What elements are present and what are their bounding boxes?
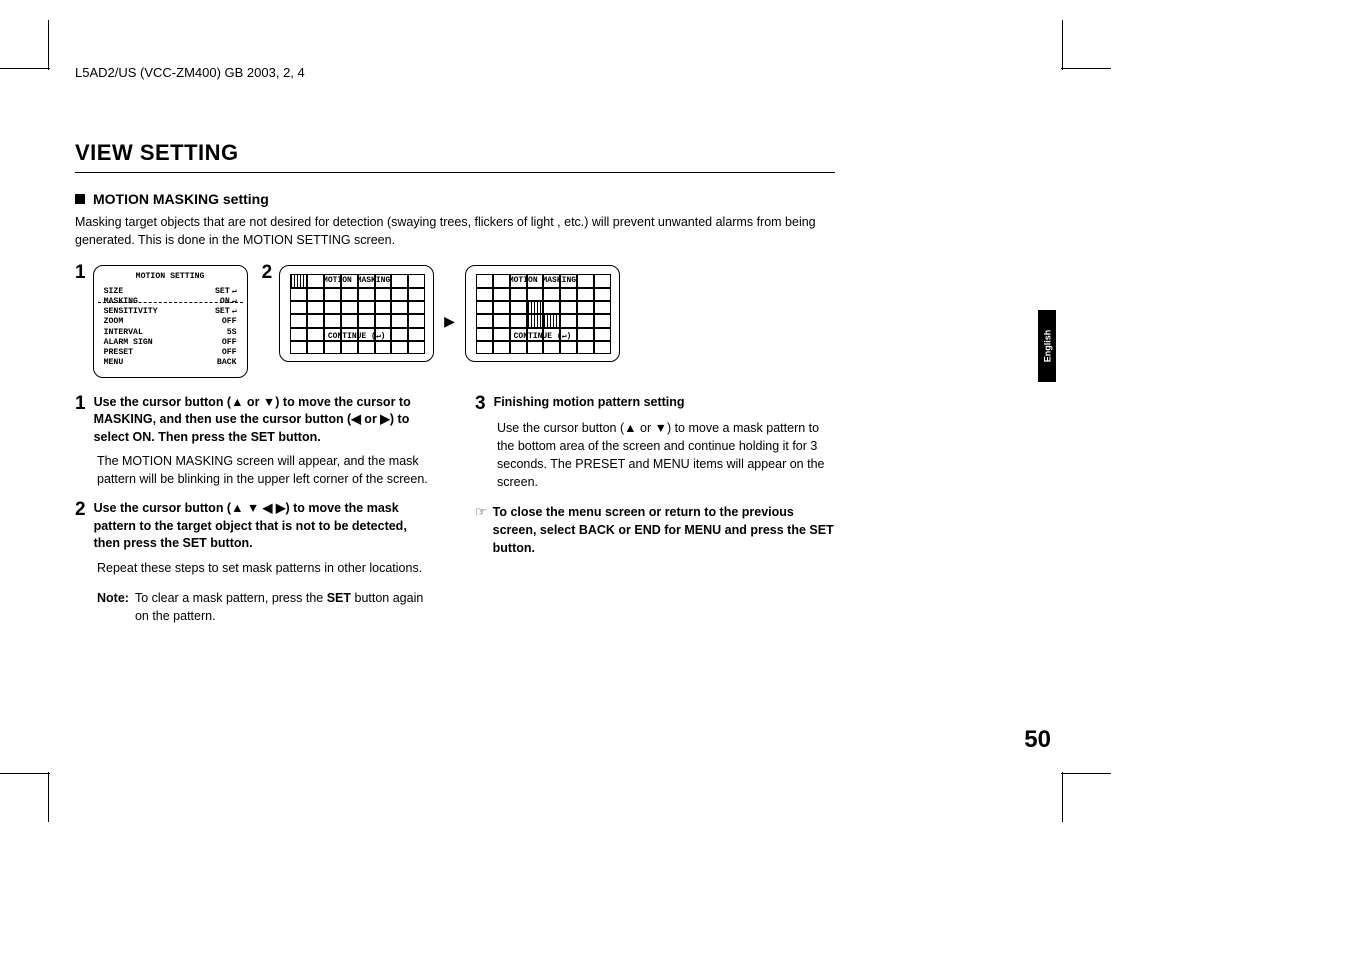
left-column: 1 Use the cursor button (▲ or ▼) to move… [75, 394, 435, 626]
step-body: Use the cursor button (▲ or ▼) to move a… [497, 419, 835, 492]
menu-row: MENUBACK [104, 358, 237, 368]
menu-row: MASKINGON↵ [104, 297, 237, 307]
crop-mark [0, 773, 50, 774]
grid-title: MOTION MASKING [280, 276, 433, 285]
crop-mark [0, 68, 50, 69]
step-heading: Use the cursor button (▲ ▼ ◀ ▶) to move … [94, 500, 435, 553]
menu-row: INTERVAL5S [104, 328, 237, 338]
enter-arrow-icon: ↵ [232, 287, 237, 296]
crop-mark [48, 772, 49, 822]
enter-arrow-icon: ↵ [232, 307, 237, 316]
step-2: 2 Use the cursor button (▲ ▼ ◀ ▶) to mov… [75, 500, 435, 553]
tip-text: To close the menu screen or return to th… [493, 503, 835, 557]
step-1: 1 Use the cursor button (▲ or ▼) to move… [75, 394, 435, 447]
language-tab: English [1038, 310, 1056, 382]
motion-masking-grid-1: MOTION MASKING CONTINUE (↵) [279, 265, 434, 362]
menu-row: SENSITIVITYSET↵ [104, 307, 237, 317]
menu-title: MOTION SETTING [104, 272, 237, 282]
menu-row: ALARM SIGNOFF [104, 338, 237, 348]
bullet-square-icon [75, 194, 85, 204]
note-bold: SET [327, 591, 351, 605]
section-subhead: MOTION MASKING setting [75, 191, 1075, 207]
step-body: The MOTION MASKING screen will appear, a… [97, 452, 435, 488]
crop-mark [48, 20, 49, 70]
grid-title: MOTION MASKING [466, 276, 619, 285]
step-number: 3 [475, 394, 486, 413]
grid-continue: CONTINUE (↵) [466, 331, 619, 341]
arrow-right-icon: ▶ [444, 313, 455, 330]
intro-paragraph: Masking target objects that are not desi… [75, 213, 835, 249]
step-note: Note: To clear a mask pattern, press the… [97, 589, 435, 625]
diagram-row: 1 MOTION SETTING SIZESET↵MASKINGON↵SENSI… [75, 265, 1075, 377]
language-tab-label: English [1042, 330, 1052, 363]
right-column: 3 Finishing motion pattern setting Use t… [475, 394, 835, 626]
grid-continue: CONTINUE (↵) [280, 331, 433, 341]
pointing-hand-icon: ☞ [475, 503, 487, 557]
subhead-text: MOTION MASKING setting [93, 191, 269, 207]
title-rule [75, 172, 835, 173]
note-label: Note: [97, 589, 129, 625]
menu-row: SIZESET↵ [104, 287, 237, 297]
diagram-number-1: 1 [75, 262, 86, 284]
motion-setting-menu: MOTION SETTING SIZESET↵MASKINGON↵SENSITI… [93, 265, 248, 377]
menu-row: PRESETOFF [104, 348, 237, 358]
step-number: 1 [75, 394, 86, 447]
crop-mark [1062, 20, 1063, 70]
crop-mark [1061, 773, 1111, 774]
step-number: 2 [75, 500, 86, 553]
doc-header: L5AD2/US (VCC-ZM400) GB 2003, 2, 4 [75, 65, 1075, 80]
enter-arrow-icon: ↵ [232, 297, 237, 306]
page-title: VIEW SETTING [75, 140, 1075, 166]
diagram-number-2: 2 [262, 262, 273, 284]
step-heading: Finishing motion pattern setting [494, 394, 685, 413]
step-3: 3 Finishing motion pattern setting [475, 394, 835, 413]
menu-row: ZOOMOFF [104, 317, 237, 327]
note-text: To clear a mask pattern, press the [135, 591, 327, 605]
step-heading: Use the cursor button (▲ or ▼) to move t… [94, 394, 435, 447]
page-number: 50 [1024, 726, 1051, 754]
step-body: Repeat these steps to set mask patterns … [97, 559, 435, 577]
tip-block: ☞ To close the menu screen or return to … [475, 503, 835, 557]
crop-mark [1062, 772, 1063, 822]
motion-masking-grid-2: MOTION MASKING CONTINUE (↵) [465, 265, 620, 362]
